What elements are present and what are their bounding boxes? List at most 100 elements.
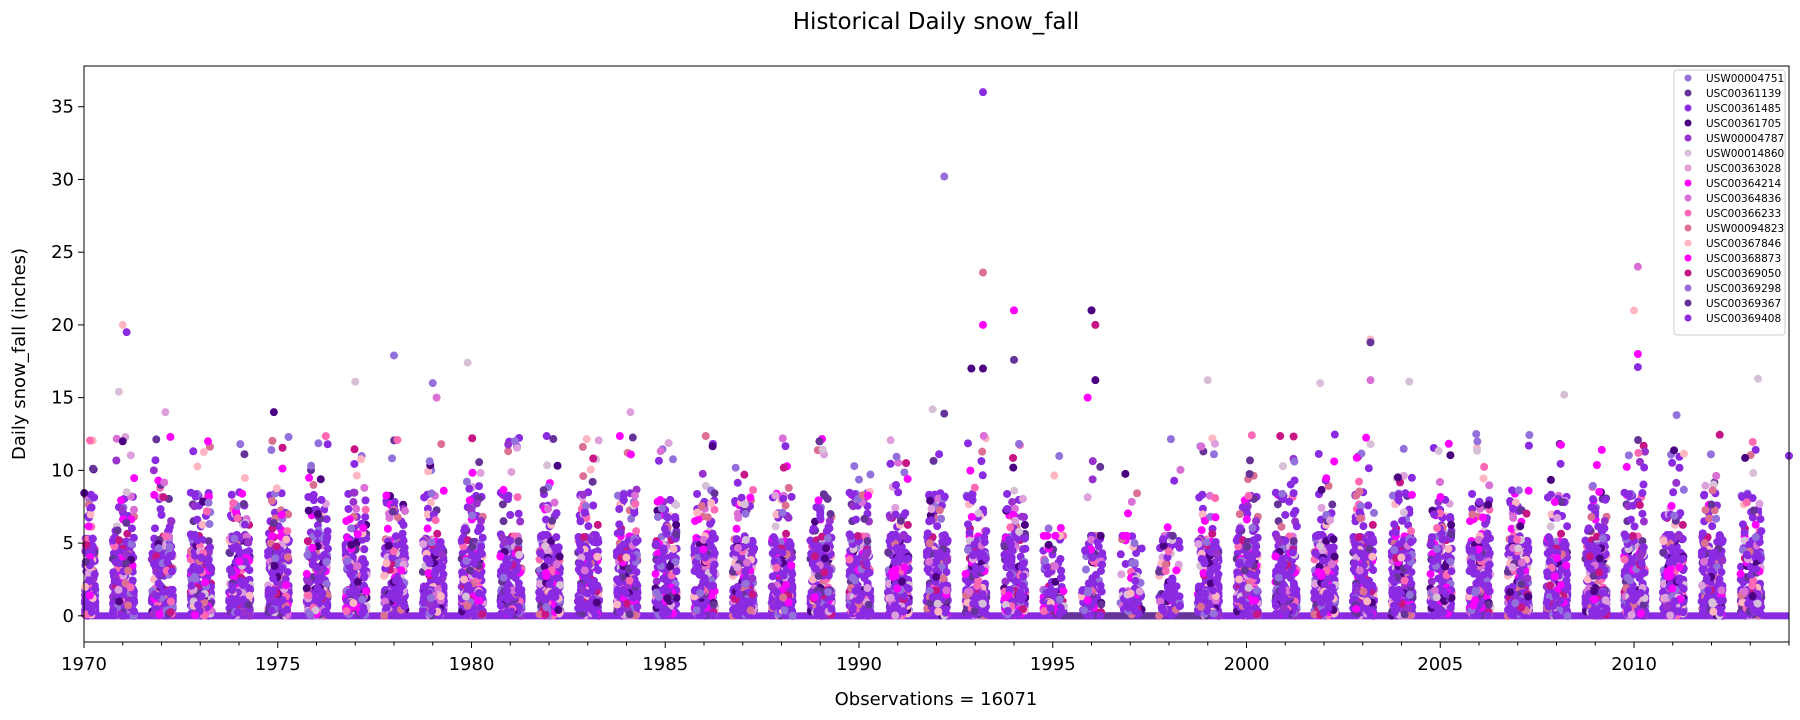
data-point (167, 517, 176, 526)
data-point (654, 456, 663, 465)
data-point (312, 563, 321, 572)
data-points (80, 88, 1793, 620)
data-point (739, 596, 748, 605)
data-point (613, 600, 622, 609)
data-point (342, 607, 351, 616)
data-point (360, 545, 369, 554)
data-point (741, 509, 750, 518)
data-point (552, 560, 561, 569)
data-point (198, 520, 207, 529)
data-point (576, 517, 585, 526)
data-point (353, 530, 362, 539)
data-point (748, 574, 757, 583)
data-point (500, 538, 509, 547)
data-point (353, 562, 362, 571)
data-point (283, 605, 292, 614)
data-point (623, 599, 632, 608)
data-point (111, 558, 120, 567)
data-point (163, 558, 172, 567)
data-point (631, 499, 640, 508)
data-point (84, 522, 93, 531)
data-point (201, 578, 210, 587)
data-point (741, 567, 750, 576)
data-point (358, 595, 367, 604)
data-point (272, 484, 281, 493)
data-point (672, 520, 681, 529)
data-point (122, 518, 131, 527)
data-point (190, 530, 199, 539)
data-point (433, 529, 442, 538)
data-point (199, 448, 208, 457)
data-point (303, 550, 312, 559)
data-point (705, 538, 714, 547)
data-point (282, 581, 291, 590)
data-point (202, 507, 211, 516)
data-point (304, 493, 313, 502)
data-point (204, 498, 213, 507)
data-point (314, 439, 323, 448)
x-axis-label: Observations = 16071 (835, 689, 1038, 710)
data-point (129, 505, 138, 514)
data-point (382, 559, 391, 568)
data-point (746, 493, 755, 502)
data-point (584, 522, 593, 531)
data-point (157, 510, 166, 519)
data-point (552, 533, 561, 542)
data-point (701, 431, 710, 440)
data-point (742, 579, 751, 588)
data-point (352, 471, 361, 480)
data-point (740, 470, 749, 479)
data-point (152, 591, 161, 600)
data-point (87, 607, 96, 616)
data-point (278, 443, 287, 452)
data-point (230, 534, 239, 543)
data-point (575, 604, 584, 613)
data-point (625, 610, 634, 619)
data-point (474, 589, 483, 598)
data-point (267, 606, 276, 615)
data-point (468, 434, 477, 443)
data-point (380, 611, 389, 620)
data-point (694, 515, 703, 524)
data-point (632, 538, 641, 547)
data-point (359, 606, 368, 615)
y-axis-label: Daily snow_fall (inches) (9, 248, 30, 460)
data-point (700, 574, 709, 583)
data-point (361, 496, 370, 505)
data-point (575, 595, 584, 604)
data-point (388, 507, 397, 516)
data-point (427, 489, 436, 498)
data-point (504, 560, 513, 569)
data-point (512, 567, 521, 576)
data-point (127, 524, 136, 533)
data-point (81, 582, 90, 591)
data-point (499, 573, 508, 582)
data-point (313, 529, 322, 538)
data-point (317, 495, 326, 504)
data-point (732, 535, 741, 544)
data-point (302, 569, 311, 578)
data-point (86, 436, 95, 445)
data-point (615, 544, 624, 553)
data-point (749, 485, 758, 494)
data-point (383, 524, 392, 533)
data-point (164, 526, 173, 535)
data-point (130, 474, 139, 483)
data-point (735, 590, 744, 599)
data-point (277, 564, 286, 573)
data-point (109, 568, 118, 577)
data-point (616, 528, 625, 537)
data-point (613, 575, 622, 584)
data-point (589, 537, 598, 546)
data-point (541, 596, 550, 605)
data-point (90, 584, 99, 593)
data-point (692, 606, 701, 615)
data-point (123, 529, 132, 538)
data-point (115, 536, 124, 545)
data-point (709, 581, 718, 590)
data-point (516, 517, 525, 526)
data-point (149, 466, 158, 475)
data-point (460, 524, 469, 533)
data-point (227, 594, 236, 603)
data-point (672, 567, 681, 576)
